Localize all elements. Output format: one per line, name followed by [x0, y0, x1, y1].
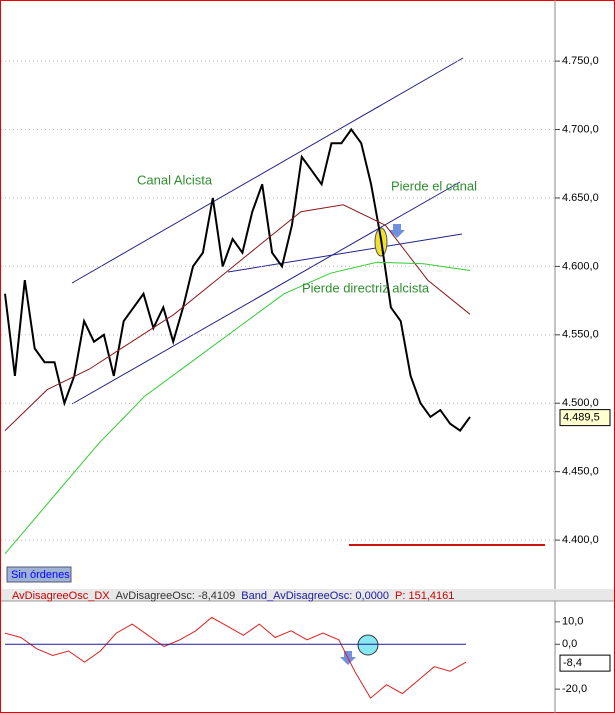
y-tick-label: 4.500,0 — [562, 397, 599, 409]
y-tick-label: 10,0 — [562, 616, 583, 628]
series-line — [4, 204, 471, 431]
y-tick-label: 4.700,0 — [562, 123, 599, 135]
channel-lower — [71, 181, 461, 405]
y-tick-label: 4.750,0 — [562, 55, 599, 67]
status-box[interactable] — [6, 566, 72, 583]
status-text: Sin órdenes — [11, 569, 70, 581]
y-tick-label: 0,0 — [562, 638, 577, 650]
panel-header: P: 151,4161 — [395, 590, 454, 602]
channel-upper — [71, 57, 464, 284]
series-line — [4, 261, 471, 555]
annotation: Pierde el canal — [391, 178, 477, 193]
y-tick-label: -20,0 — [562, 683, 587, 695]
trend-line — [227, 233, 463, 273]
y-tick-label: 4.450,0 — [562, 466, 599, 478]
y-tick-label: 4.550,0 — [562, 329, 599, 341]
arrow-icon — [389, 224, 405, 238]
last-value-box — [559, 654, 611, 672]
highlight — [357, 634, 379, 656]
y-tick-label: 4.600,0 — [562, 260, 599, 272]
y-tick-label: 4.400,0 — [562, 534, 599, 546]
panel-header: AvDisagreeOsc: -8,4109 — [116, 590, 236, 602]
last-value-label: 4.489,5 — [563, 412, 600, 424]
annotation: Pierde directriz alcista — [302, 280, 430, 295]
y-tick-label: 4.650,0 — [562, 192, 599, 204]
panel-separator — [1, 589, 614, 601]
series-line — [4, 616, 467, 699]
last-value-box — [559, 409, 611, 427]
last-value-label: -8,4 — [563, 657, 582, 669]
panel-header: AvDisagreeOsc_DX — [12, 590, 110, 602]
series-line — [4, 127, 471, 432]
annotation: Canal Alcista — [137, 172, 213, 187]
panel-header: Band_AvDisagreeOsc: 0,0000 — [241, 590, 389, 602]
